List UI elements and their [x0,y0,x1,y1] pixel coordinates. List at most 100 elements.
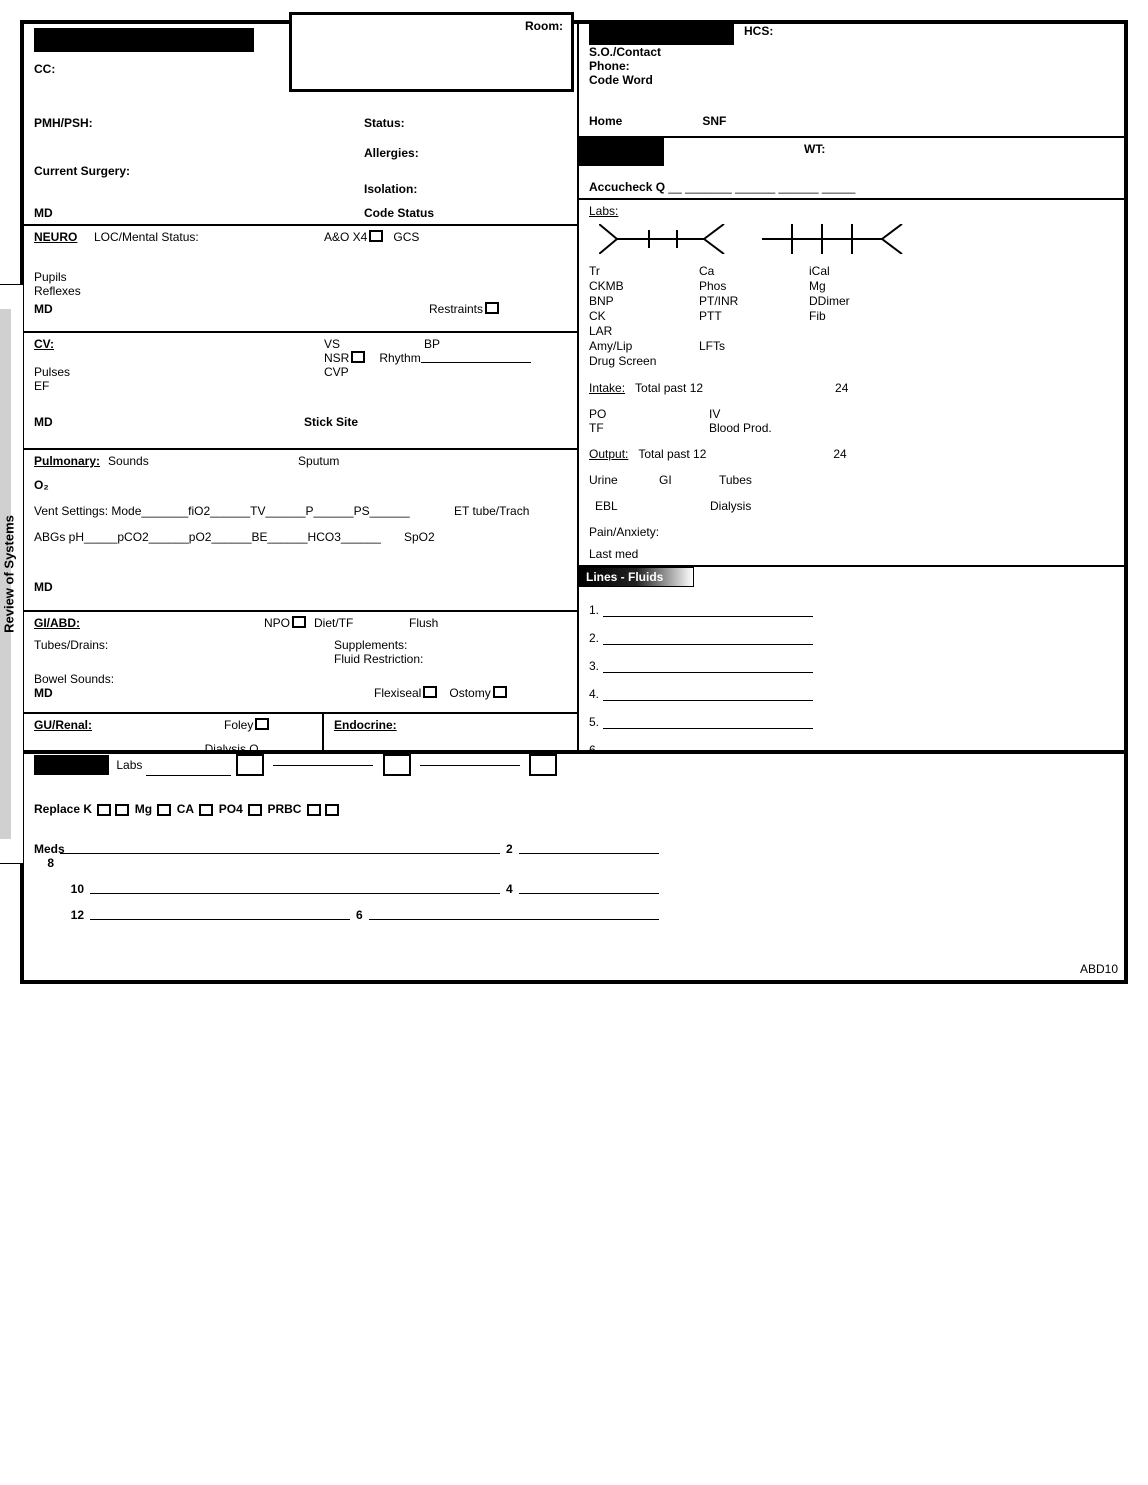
fishbone-1 [599,224,729,254]
meds-4: 4 [506,882,513,896]
prbc-checkbox-2[interactable] [325,804,339,816]
gi-supplements: Supplements: [334,638,407,652]
neuro-reflexes: Reflexes [34,284,567,298]
lines-list: 1.2.3.4.5.6. [579,587,1124,775]
cv-stick-site: Stick Site [304,415,358,429]
prbc-checkbox-1[interactable] [307,804,321,816]
bottom-section: Labs Replace K Mg CA PO4 PRBC [24,750,1124,980]
pulm-o2: O₂ [34,478,567,492]
pulm-abgs: ABGs pH_____pCO2______pO2______BE______H… [34,530,404,544]
gi-md: MD [34,686,374,700]
gi-tubes: Tubes/Drains: [34,638,334,652]
cv-vs: VS [324,337,424,351]
pulm-sounds: Sounds [108,454,298,468]
room-label: Room: [525,19,563,33]
cv-md: MD [34,415,304,429]
snf-label: SNF [702,114,726,128]
pulm-vent: Vent Settings: Mode_______fiO2______TV__… [34,504,454,518]
redacted-block-r2 [579,138,664,166]
intake-iv: IV [709,407,720,421]
output-past12: Total past 12 [638,447,833,461]
meds-8: Meds 8 [34,842,54,870]
ca-checkbox[interactable] [199,804,213,816]
md-label-1: MD [34,206,364,220]
home-label: Home [589,114,699,128]
restraints-checkbox[interactable] [485,302,499,314]
restraints-label: Restraints [429,302,483,316]
redacted-block [34,28,254,52]
bottom-labs-label: Labs [116,758,142,772]
output-tubes: Tubes [719,473,752,487]
allergies-label: Allergies: [364,146,419,160]
status-label: Status: [364,116,405,130]
replace-mg: Mg [135,802,152,816]
replace-ca: CA [177,802,194,816]
gi-diet: Diet/TF [314,616,409,630]
gi-flush: Flush [409,616,438,630]
codeword-label: Code Word [589,73,1114,87]
nsr-checkbox[interactable] [351,351,365,363]
phone-label: Phone: [589,59,1114,73]
flexiseal-checkbox[interactable] [423,686,437,698]
neuro-gcs: GCS [393,230,419,244]
labs-title: Labs: [589,204,1114,218]
cv-pulses: Pulses [34,365,324,379]
meds-2: 2 [506,842,513,870]
wt-label: WT: [804,138,825,166]
po4-checkbox[interactable] [248,804,262,816]
gi-flexiseal: Flexiseal [374,686,421,700]
ostomy-checkbox[interactable] [493,686,507,698]
cv-bp: BP [424,337,440,351]
review-of-systems-label: Review of Systems [0,284,24,864]
code-status-label: Code Status [364,206,434,220]
hcs-label: HCS: [744,24,773,45]
intake-tf: TF [589,421,709,435]
lastmed-label: Last med [589,547,1114,561]
redacted-block-r1 [589,24,734,45]
cv-cvp: CVP [324,365,349,379]
pulm-et: ET tube/Trach [454,504,529,518]
intake-past12: Total past 12 [635,381,835,395]
replace-prbc: PRBC [267,802,301,816]
neuro-loc: LOC/Mental Status: [94,230,324,244]
foley-checkbox[interactable] [255,718,269,730]
meds-12: 12 [34,908,84,922]
gu-title: GU/Renal: [34,718,224,732]
output-label: Output: [589,447,628,461]
cv-title: CV: [34,337,324,351]
gi-fluid-restriction: Fluid Restriction: [334,652,423,666]
lab-values: TrCKMBBNPCKLARAmy/LipDrug Screen CaPhosP… [589,264,1114,369]
intake-bloodprod: Blood Prod. [709,421,772,435]
intake-label: Intake: [589,381,625,395]
output-ebl: EBL [595,499,710,513]
pulm-md: MD [34,580,567,594]
replace-po4: PO4 [219,802,243,816]
k-checkbox-1[interactable] [97,804,111,816]
npo-checkbox[interactable] [292,616,306,628]
pmh-psh-label: PMH/PSH: [34,116,364,130]
meds-10: 10 [34,882,84,896]
cv-ef: EF [34,379,567,393]
neuro-md: MD [34,302,429,316]
output-24: 24 [833,447,846,461]
endocrine-title: Endocrine: [334,718,397,732]
pulm-sputum: Sputum [298,454,339,468]
cv-rhythm: Rhythm [379,351,420,365]
so-contact-label: S.O./Contact [589,45,1114,59]
cv-nsr: NSR [324,351,349,365]
isolation-label: Isolation: [364,182,417,196]
neuro-title: NEURO [34,230,94,244]
accucheck-label: Accucheck Q [589,180,665,194]
room-box: Room: [289,12,574,92]
intake-24: 24 [835,381,848,395]
neuro-pupils: Pupils [34,270,567,284]
gu-foley: Foley [224,718,253,732]
mg-checkbox[interactable] [157,804,171,816]
output-urine: Urine [589,473,659,487]
k-checkbox-2[interactable] [115,804,129,816]
fishbone-2 [762,224,907,254]
current-surgery-label: Current Surgery: [34,164,364,178]
pulm-spo2: SpO2 [404,530,435,544]
ao-checkbox[interactable] [369,230,383,242]
pain-label: Pain/Anxiety: [589,525,1114,539]
